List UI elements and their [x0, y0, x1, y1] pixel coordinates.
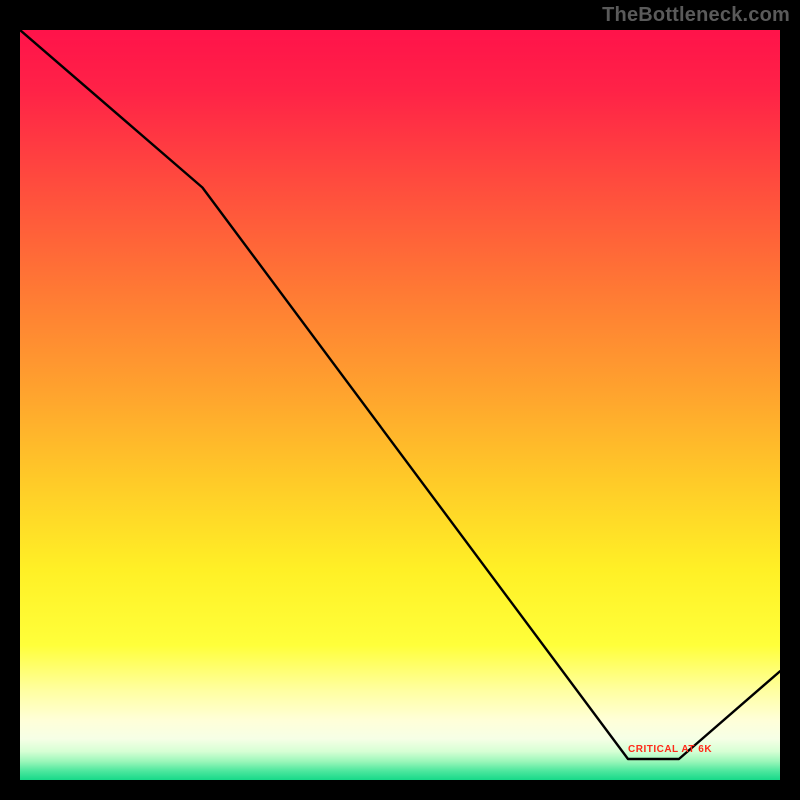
critical-label: CRITICAL AT 6K [628, 744, 712, 755]
plot-area: CRITICAL AT 6K [20, 30, 780, 780]
chart-svg [20, 30, 780, 780]
chart-frame: TheBottleneck.com CRITICAL AT 6K [0, 0, 800, 800]
gradient-background [20, 30, 780, 780]
watermark-text: TheBottleneck.com [602, 4, 790, 27]
